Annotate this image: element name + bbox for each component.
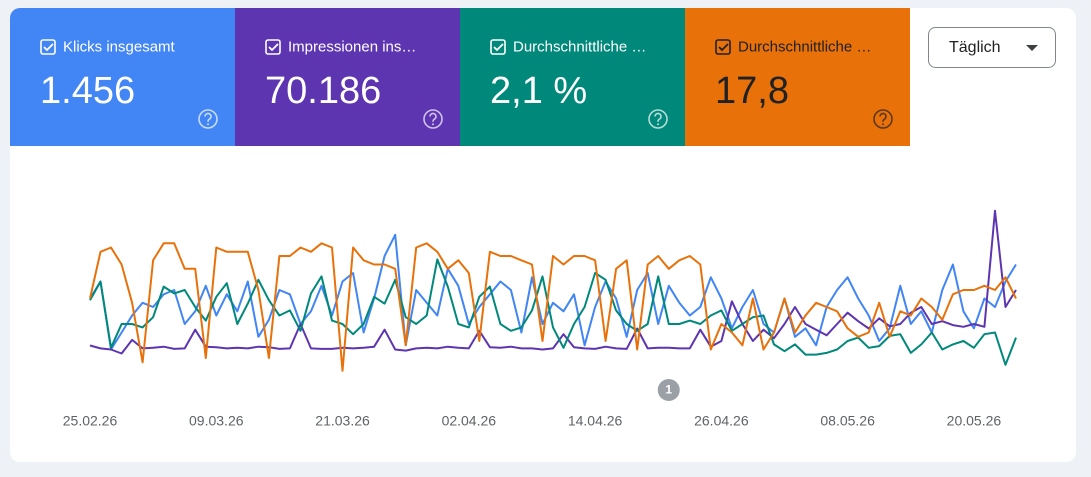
- series-line: [89, 209, 1017, 355]
- period-dropdown[interactable]: Täglich: [928, 27, 1056, 68]
- card-label[interactable]: Durchschnittliche …: [513, 38, 646, 55]
- help-icon[interactable]: [873, 109, 893, 129]
- help-icon-dot[interactable]: [882, 123, 884, 126]
- help-icon-dot[interactable]: [207, 123, 209, 126]
- dropdown-box[interactable]: [928, 27, 1056, 68]
- checkbox[interactable]: [490, 39, 506, 55]
- dropdown-label[interactable]: Täglich: [949, 39, 1001, 56]
- card-label[interactable]: Impressionen ins…: [288, 38, 416, 55]
- metric-card[interactable]: Klicks insgesamt 1.456: [10, 8, 235, 146]
- series-line: [89, 258, 1017, 366]
- annotation-label[interactable]: 1: [665, 383, 672, 397]
- x-tick-label: 21.03.26: [315, 413, 370, 429]
- x-tick-label: 20.05.26: [947, 413, 1002, 429]
- checkbox[interactable]: [40, 39, 56, 55]
- help-icon-dot[interactable]: [432, 123, 434, 126]
- help-icon[interactable]: [198, 109, 218, 129]
- card-label[interactable]: Klicks insgesamt: [63, 38, 176, 55]
- help-icon-mark[interactable]: [654, 112, 662, 122]
- help-icon-mark[interactable]: [204, 112, 212, 122]
- checkbox-check[interactable]: [268, 43, 279, 52]
- metric-card[interactable]: Durchschnittliche … 17,8: [685, 8, 910, 146]
- help-icon-dot[interactable]: [657, 123, 659, 126]
- metric-cards: Klicks insgesamt 1.456 Impressionen ins… 70…: [10, 8, 910, 146]
- checkbox-check[interactable]: [43, 43, 54, 52]
- annotation-marker[interactable]: [657, 379, 680, 401]
- help-icon[interactable]: [423, 109, 443, 129]
- x-tick-label: 26.04.26: [694, 413, 749, 429]
- help-icon-mark[interactable]: [429, 112, 437, 122]
- checkbox[interactable]: [715, 39, 731, 55]
- card-background[interactable]: [685, 8, 910, 146]
- checkbox-check[interactable]: [493, 43, 504, 52]
- help-icon-mark[interactable]: [879, 112, 887, 122]
- x-tick-label: 08.05.26: [820, 413, 875, 429]
- series-line: [89, 242, 1017, 372]
- series-line: [89, 233, 1017, 351]
- card-value[interactable]: 17,8: [715, 70, 789, 112]
- checkbox-check[interactable]: [718, 43, 729, 52]
- x-tick-label: 14.04.26: [568, 413, 623, 429]
- card-background[interactable]: [10, 8, 235, 146]
- card-value[interactable]: 1.456: [40, 70, 135, 112]
- card-background[interactable]: [235, 8, 460, 146]
- help-icon[interactable]: [648, 109, 668, 129]
- metric-card[interactable]: Durchschnittliche … 2,1 %: [460, 8, 685, 146]
- card-value[interactable]: 70.186: [265, 70, 381, 112]
- card-value[interactable]: 2,1 %: [490, 70, 587, 112]
- x-tick-label: 25.02.26: [63, 413, 118, 429]
- dropdown-arrow[interactable]: [1026, 45, 1038, 51]
- x-tick-label: 09.03.26: [189, 413, 244, 429]
- checkbox[interactable]: [265, 39, 281, 55]
- metric-card[interactable]: Impressionen ins… 70.186: [235, 8, 460, 146]
- x-tick-label: 02.04.26: [442, 413, 497, 429]
- card-background[interactable]: [460, 8, 685, 146]
- card-label[interactable]: Durchschnittliche …: [738, 38, 871, 55]
- line-chart: 25.02.26 09.03.26 21.03.26 02.04.26 14.04.26…: [63, 209, 1017, 429]
